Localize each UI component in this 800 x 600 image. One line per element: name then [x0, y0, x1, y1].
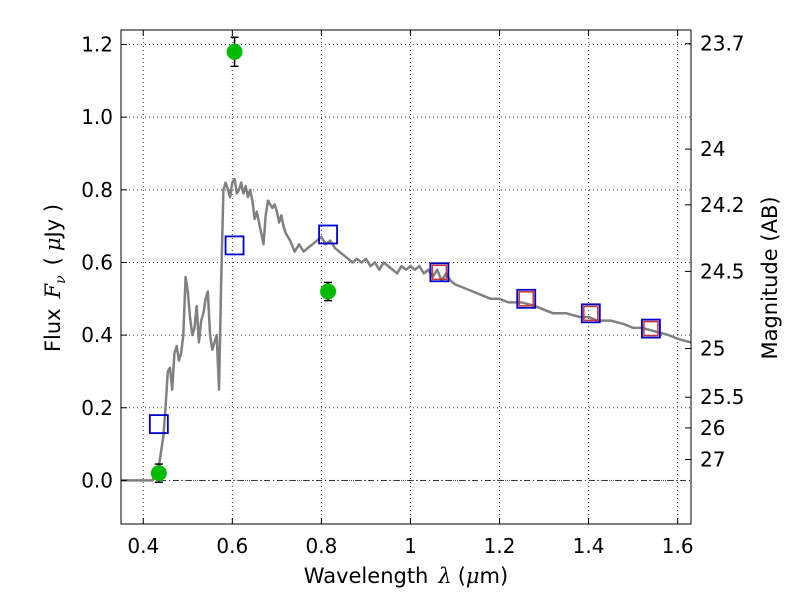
ir-photometry-point	[431, 264, 448, 281]
x-axis-unit-open: (	[458, 564, 466, 588]
x-axis-unit-mu: μ	[466, 564, 480, 588]
sed-model-line	[121, 177, 692, 482]
tick-labels: 0.4 0.6 0.8 1 1.2 1.4 1.6 0.0 0.2 0.4 0.6 0.8 1.0 1.2…	[81, 32, 744, 558]
x-axis-word: Wavelength	[304, 564, 429, 588]
mag-tick-label: 24.5	[700, 259, 745, 283]
x-axis-title: Wavelength λ (μm)	[304, 564, 508, 588]
x-tick-label: 0.4	[127, 534, 159, 558]
y-axis-unit-rest: Jy )	[41, 204, 65, 240]
y-axis-unit-open: (	[41, 257, 65, 265]
grid	[121, 30, 691, 524]
model-photometry-point	[516, 288, 537, 309]
x-axis-unit-rest: m)	[480, 564, 509, 588]
y2-axis-title: Magnitude (AB)	[758, 196, 782, 359]
y-tick-label: 0.4	[81, 323, 113, 347]
plot-frame	[120, 29, 692, 525]
mag-tick-label: 27	[700, 448, 725, 472]
x-tick-label: 0.6	[216, 534, 248, 558]
ir-photometry-point	[518, 291, 534, 307]
y-axis-unit-mu: μ	[41, 237, 65, 251]
mag-tick-label: 25	[700, 337, 725, 361]
y-tick-label: 0.6	[81, 250, 113, 274]
y-tick-label: 1.0	[81, 105, 113, 129]
y-axis-word: Flux	[41, 308, 65, 352]
ir-photometry-point	[643, 320, 659, 337]
observed-point	[320, 283, 337, 300]
x-tick-label: 0.8	[305, 534, 337, 558]
marks-group	[148, 36, 661, 483]
sed-model-group	[121, 177, 692, 482]
model-photometry-point	[318, 224, 338, 245]
model-photometry-point	[224, 235, 245, 256]
mag-tick-label: 24	[700, 137, 725, 161]
y-axis-symbol: F	[41, 282, 65, 299]
y-tick-label: 0.8	[81, 178, 113, 202]
x-axis-symbol: λ	[437, 564, 451, 588]
ir-photometry-point	[583, 305, 599, 322]
x-tick-label: 1	[404, 534, 417, 558]
mag-tick-label: 23.7	[700, 32, 745, 56]
model-photometry-point	[429, 262, 450, 283]
x-tick-label: 1.6	[662, 534, 694, 558]
model-photometry-point	[148, 414, 169, 435]
y-axis-title: Flux Fν ( μJy )	[41, 204, 69, 352]
model-photometry-point	[580, 303, 601, 324]
y-tick-label: 0.0	[81, 468, 113, 492]
y-axis-subscript: ν	[53, 275, 69, 284]
x-tick-label: 1.4	[573, 534, 605, 558]
y-tick-label: 1.2	[81, 33, 113, 57]
observed-point	[150, 465, 167, 482]
observed-point	[226, 43, 243, 60]
ticks	[121, 30, 691, 524]
model-photometry-point	[641, 318, 661, 339]
y-tick-label: 0.2	[81, 396, 113, 420]
x-tick-label: 1.2	[484, 534, 516, 558]
mag-tick-label: 26	[700, 416, 725, 440]
mag-tick-label: 25.5	[700, 385, 745, 409]
mag-tick-label: 24.2	[700, 193, 745, 217]
